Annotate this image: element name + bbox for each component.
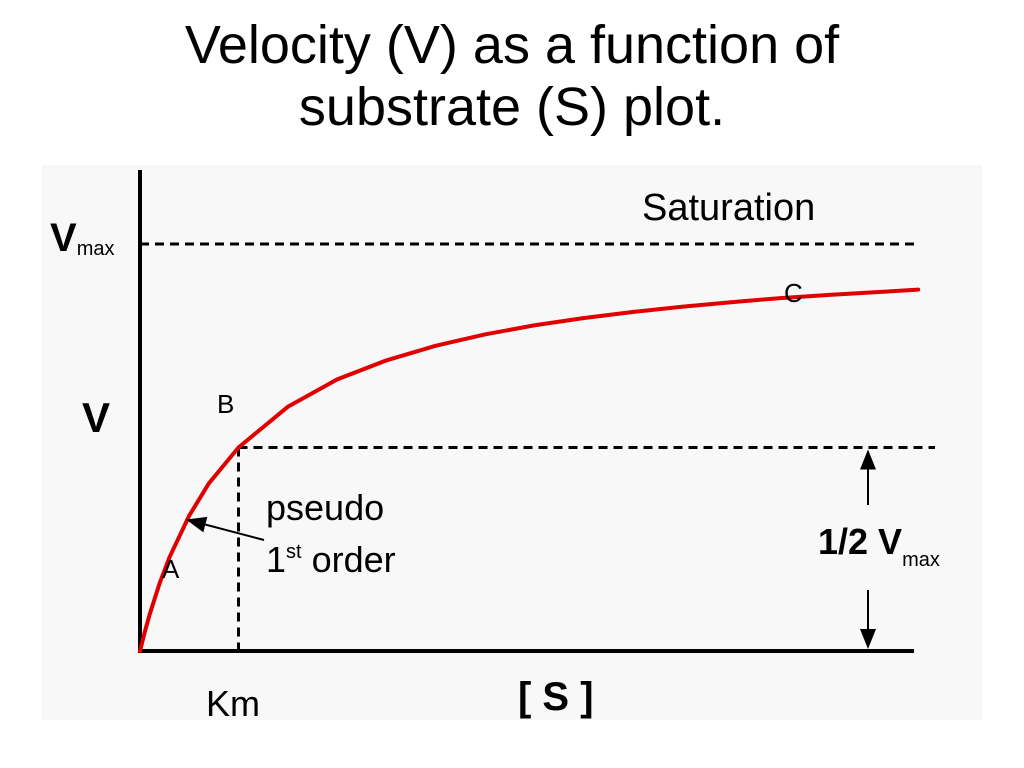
velocity-curve (138, 287, 921, 653)
point-a-label: A (162, 554, 180, 584)
pseudo-first-order-arrow (186, 516, 265, 541)
figure-panel (42, 165, 982, 720)
pseudo-label-line2: 1st order (266, 539, 396, 580)
vmax-axis-label: Vmax (50, 216, 114, 260)
half-vmax-label: 1/2 Vmax (818, 521, 940, 571)
title-line-1: Velocity (V) as a function of (184, 15, 840, 75)
pseudo-label-line1: pseudo (266, 487, 384, 528)
pseudo-order-number: 1 (266, 539, 286, 580)
pseudo-order-superscript: st (286, 541, 302, 563)
x-axis-label: [ S ] (518, 675, 594, 719)
vmax-main: V (50, 216, 77, 260)
slide-title: Velocity (V) as a function of substrate … (0, 14, 1024, 138)
vmax-subscript: max (77, 238, 115, 260)
saturation-label: Saturation (642, 187, 815, 229)
y-axis-label: V (82, 394, 110, 441)
km-label: Km (206, 683, 260, 724)
point-b-label: B (217, 389, 234, 419)
half-vmax-main: 1/2 V (818, 521, 902, 562)
half-vmax-subscript: max (902, 549, 940, 571)
pseudo-order-word: order (302, 539, 396, 580)
title-line-2: substrate (S) plot. (298, 77, 726, 137)
point-c-label: C (784, 278, 803, 308)
